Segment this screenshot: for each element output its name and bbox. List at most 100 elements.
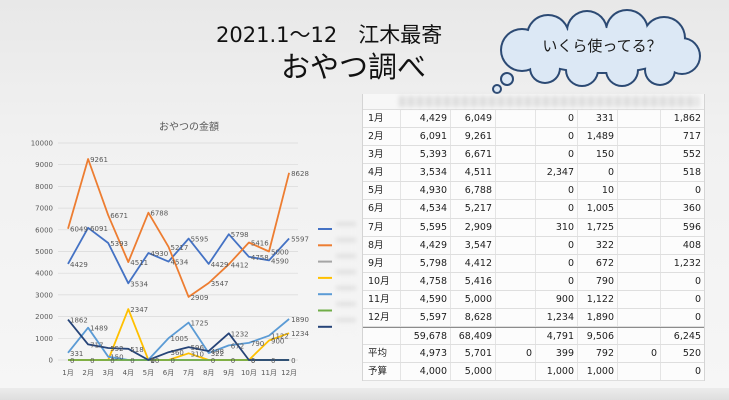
bubble-fill-lobe	[502, 74, 512, 84]
table-cell: 310	[536, 218, 578, 236]
table-row-month: 2月 6,091 9,261 0 1,489 717	[363, 128, 704, 147]
x-axis-tick-label: 6月	[163, 369, 174, 377]
table-cell	[496, 363, 536, 381]
row-label: 2月	[363, 128, 401, 146]
series-line-5	[67, 318, 290, 361]
table-cell: 5,595	[401, 218, 451, 236]
bubble-fill-core	[529, 28, 675, 72]
row-label: 12月	[363, 309, 401, 327]
data-label: 6671	[110, 212, 128, 220]
table-cell: 6,245	[673, 331, 701, 343]
table-cell: 1,725	[578, 218, 618, 236]
row-label: 8月	[363, 236, 401, 254]
table-cell: 2,909	[451, 218, 496, 236]
table-header-obscured	[399, 96, 699, 107]
table-cell: 4,590	[401, 290, 451, 309]
data-label: 4930	[150, 250, 168, 258]
x-axis-tick-label: 5月	[143, 369, 154, 377]
y-axis-tick-label: 6000	[35, 226, 53, 234]
x-axis-tick-label: 4月	[123, 369, 134, 377]
table-cell: 0	[536, 272, 578, 290]
table-row-month: 1月 4,429 6,049 0 331 1,862	[363, 110, 704, 129]
data-label: 1232	[231, 330, 249, 338]
row-label: 9月	[363, 254, 401, 272]
y-axis-tick-label: 3000	[35, 291, 53, 299]
table-row-month: 5月 4,930 6,788 0 10 0	[363, 182, 704, 201]
table-cell: 552	[682, 149, 701, 161]
data-label: 6049	[70, 226, 88, 234]
data-label: 5217	[171, 244, 189, 252]
series-line-7	[67, 319, 290, 361]
table-cell: 520	[682, 348, 701, 360]
table-cell: 1,000	[536, 363, 578, 381]
data-label: 0	[90, 357, 94, 365]
data-label: 3534	[130, 280, 148, 288]
table-cell	[618, 164, 661, 182]
table-cell	[618, 128, 661, 146]
table-cell: 9,261	[451, 128, 496, 146]
data-table: 1月 4,429 6,049 0 331 1,862 2月 6,091 9,261 0 1,489 7…	[362, 94, 705, 382]
table-cell	[496, 272, 536, 290]
table-cell: 1,000	[578, 363, 618, 381]
table-cell: 4,758	[401, 272, 451, 290]
thought-bubble-fill	[494, 11, 699, 92]
data-label: 672	[231, 342, 244, 350]
table-cell: 5,416	[451, 272, 496, 290]
series-line-1	[67, 226, 290, 285]
table-cell: 4,429	[401, 110, 451, 128]
table-cell: 4,791	[536, 328, 578, 345]
data-label: 5000	[271, 249, 289, 257]
data-label: 2347	[130, 306, 148, 314]
data-label: 4511	[130, 259, 148, 267]
data-label: 4429	[70, 261, 88, 269]
table-cell	[496, 182, 536, 200]
table-cell	[496, 146, 536, 164]
data-label: 150	[110, 354, 123, 362]
table-cell	[496, 309, 536, 327]
table-row-month: 3月 5,393 6,671 0 150 552	[363, 146, 704, 165]
thought-bubble	[492, 9, 701, 94]
data-label: 4412	[231, 261, 249, 269]
data-label: 1862	[70, 317, 88, 325]
table-cell: 792	[578, 345, 618, 363]
data-label: 0	[231, 357, 235, 365]
table-cell	[618, 290, 661, 309]
table-cell: 4,412	[451, 254, 496, 272]
table-cell: 0	[536, 254, 578, 272]
data-label: 322	[211, 350, 224, 358]
table-cell: 5,701	[451, 345, 496, 363]
table-cell: 1,005	[578, 200, 618, 218]
table-cell: 0	[536, 110, 578, 128]
data-label: 1234	[291, 330, 309, 338]
data-label: 5416	[251, 239, 269, 247]
data-label: 518	[130, 346, 143, 354]
table-cell	[618, 309, 661, 327]
table-cell: 408	[682, 239, 701, 251]
table-row-month: 9月 5,798 4,412 0 672 1,232	[363, 254, 704, 273]
table-cell	[618, 182, 661, 200]
table-cell: 0	[618, 345, 661, 363]
data-label: 4590	[271, 257, 289, 265]
table-cell: 1,862	[673, 113, 701, 124]
table-row-total: 59,678 68,409 4,791 9,506 6,245	[363, 327, 704, 346]
table-cell: 1,890	[578, 309, 618, 327]
bottom-band	[0, 388, 729, 400]
series-line-2	[67, 158, 290, 298]
title-line-2: おやつ調べ	[281, 50, 427, 84]
table-cell	[496, 164, 536, 182]
row-label: 平均	[363, 345, 401, 363]
data-label: 0	[150, 357, 154, 365]
table-cell: 0	[536, 182, 578, 200]
data-label: 0	[70, 357, 74, 365]
row-label: 11月	[363, 290, 401, 309]
data-label: 5597	[291, 236, 309, 244]
data-label: 6788	[150, 210, 168, 218]
data-label: 5595	[191, 236, 209, 244]
table-cell	[496, 290, 536, 309]
table-cell: 0	[578, 164, 618, 182]
table-cell	[496, 128, 536, 146]
table-cell	[618, 200, 661, 218]
table-cell	[618, 218, 661, 236]
data-label: 0	[130, 357, 134, 365]
